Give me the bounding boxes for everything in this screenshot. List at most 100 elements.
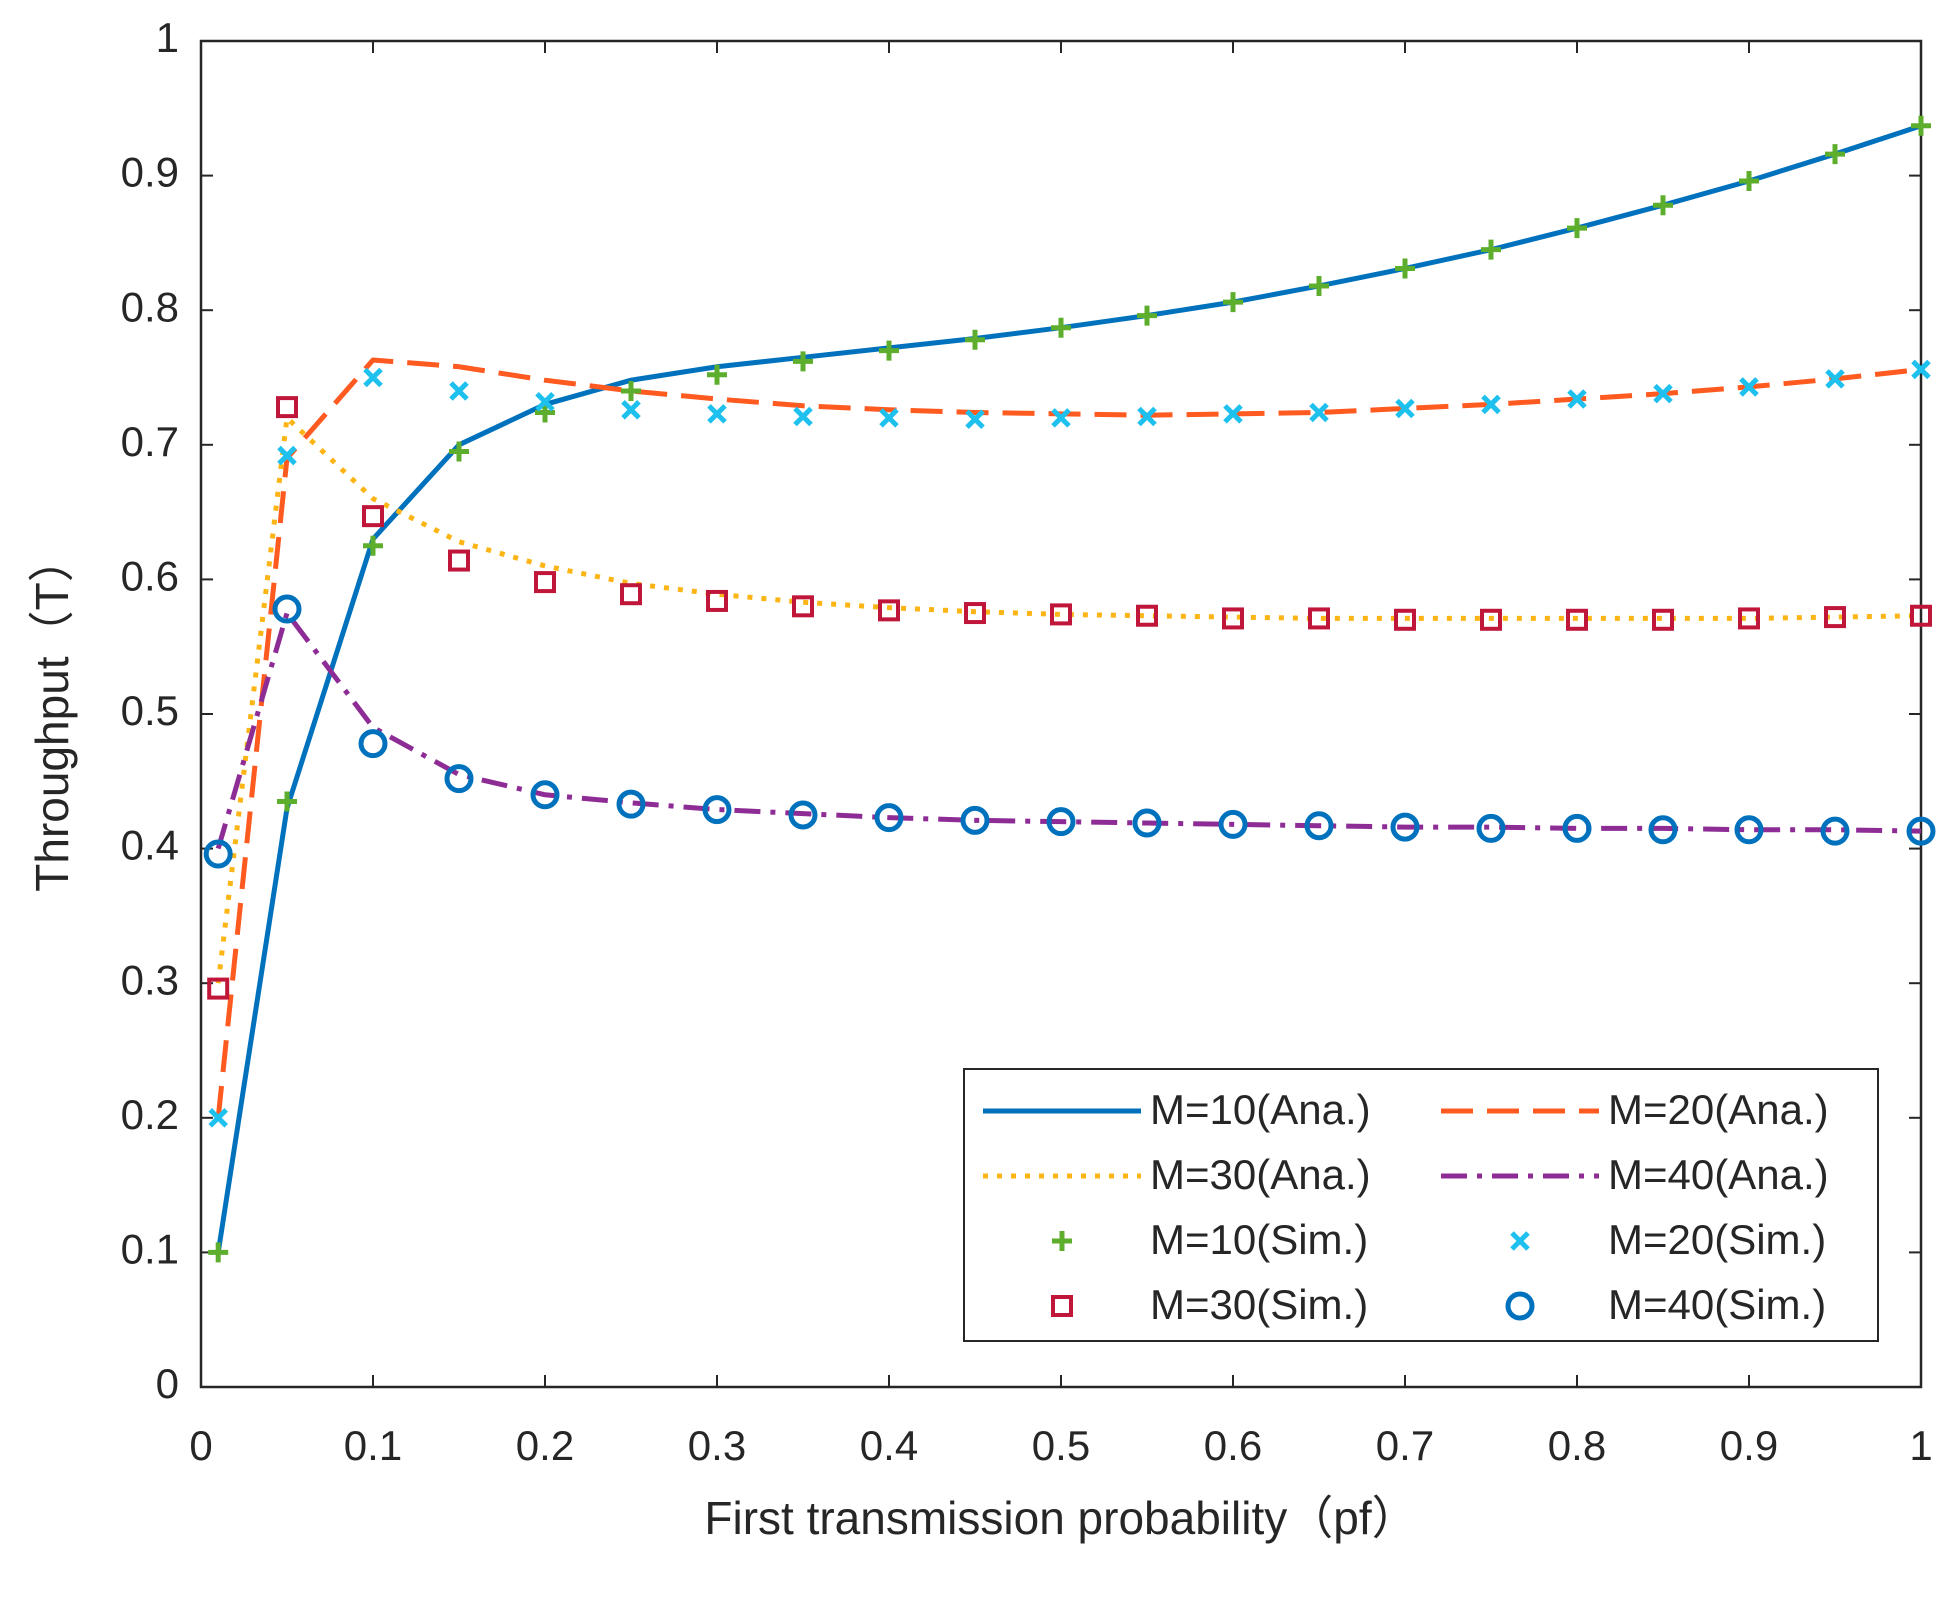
- series-marker: [362, 505, 384, 528]
- series-marker: [207, 977, 230, 1000]
- series-marker: [1824, 606, 1846, 629]
- y-tick-label: 0.2: [121, 1091, 179, 1138]
- series-marker: [1394, 608, 1416, 631]
- series-marker: [1223, 404, 1243, 424]
- series-marker: [535, 391, 555, 412]
- series-marker: [616, 789, 646, 819]
- series-marker: [793, 351, 813, 372]
- series-marker: [1648, 815, 1678, 845]
- series-marker: [702, 795, 732, 825]
- x-tick-label: 0.6: [1204, 1422, 1262, 1469]
- series-marker: [1739, 170, 1759, 191]
- series-marker: [1390, 812, 1420, 842]
- series-marker: [1222, 607, 1244, 630]
- legend-label: M=20(Ana.): [1608, 1086, 1829, 1133]
- series-marker: [208, 1108, 228, 1128]
- series-marker: [449, 441, 469, 462]
- y-tick-label: 0.1: [121, 1225, 179, 1272]
- series-marker: [1476, 813, 1506, 843]
- series-marker: [358, 729, 388, 759]
- series-marker: [1137, 305, 1157, 326]
- legend-marker: [1051, 1295, 1073, 1317]
- legend-label: M=10(Ana.): [1150, 1086, 1371, 1133]
- series-marker: [1308, 607, 1330, 630]
- series-marker: [534, 571, 556, 594]
- series-marker: [1906, 816, 1936, 846]
- series-marker: [1046, 807, 1076, 837]
- series-marker: [1910, 604, 1932, 627]
- series-marker: [535, 402, 555, 423]
- x-tick-label: 0: [189, 1422, 212, 1469]
- series-marker: [621, 380, 641, 401]
- legend-label: M=20(Sim.): [1608, 1216, 1826, 1263]
- series-marker: [1304, 811, 1334, 841]
- legend-label: M=10(Sim.): [1150, 1216, 1368, 1263]
- y-tick-label: 0.4: [121, 822, 179, 869]
- series-marker: [792, 595, 814, 618]
- legend-label: M=30(Ana.): [1150, 1151, 1371, 1198]
- series-marker: [1566, 608, 1588, 631]
- legend-label: M=40(Sim.): [1608, 1281, 1826, 1328]
- series-marker: [1309, 402, 1329, 423]
- legend-label: M=40(Ana.): [1608, 1151, 1829, 1198]
- series-marker: [1739, 377, 1759, 397]
- series-marker: [277, 791, 297, 812]
- series-marker: [788, 800, 818, 830]
- x-tick-label: 0.4: [860, 1422, 918, 1469]
- x-tick-label: 0.1: [344, 1422, 402, 1469]
- series-marker: [874, 803, 904, 833]
- y-axis-label: Throughput（T）: [26, 536, 78, 891]
- series-marker: [706, 589, 728, 612]
- series-marker: [1395, 398, 1415, 419]
- series-marker: [1481, 239, 1501, 260]
- y-tick-label: 1: [156, 14, 179, 61]
- series-marker: [1734, 815, 1764, 845]
- plot-frame: [199, 39, 1923, 1389]
- x-tick-label: 0.5: [1032, 1422, 1090, 1469]
- legend-box: [963, 1068, 1879, 1342]
- series-marker: [707, 404, 727, 424]
- legend-marker: [1052, 1231, 1072, 1251]
- series-marker: [965, 409, 985, 429]
- x-tick-label: 0.2: [516, 1422, 574, 1469]
- series-marker: [208, 1242, 229, 1263]
- series-line: [215, 415, 1922, 984]
- y-tick-label: 0: [156, 1360, 179, 1407]
- legend-marker: [1510, 1231, 1530, 1251]
- series-marker: [530, 780, 560, 810]
- series-marker: [1653, 383, 1673, 404]
- series-line: [215, 357, 1922, 1119]
- y-tick-label: 0.3: [121, 956, 179, 1003]
- x-tick-label: 0.9: [1720, 1422, 1778, 1469]
- y-tick-label: 0.5: [121, 687, 179, 734]
- series-marker: [1911, 359, 1931, 380]
- series-marker: [1132, 808, 1162, 838]
- x-tick-label: 0.3: [688, 1422, 746, 1469]
- series-marker: [1567, 218, 1587, 239]
- series-marker: [1223, 292, 1243, 313]
- series-marker: [620, 583, 642, 606]
- series-marker: [449, 381, 469, 401]
- y-tick-label: 0.7: [121, 418, 179, 465]
- legend-label: M=30(Sim.): [1150, 1281, 1368, 1328]
- series-marker: [964, 602, 986, 625]
- series-marker: [363, 535, 383, 556]
- series-marker: [1825, 369, 1845, 389]
- series-marker: [277, 445, 297, 466]
- series-marker: [1395, 258, 1415, 279]
- series-marker: [1825, 144, 1845, 165]
- x-tick-label: 0.7: [1376, 1422, 1434, 1469]
- series-marker: [1481, 394, 1501, 415]
- series-marker: [1050, 603, 1072, 626]
- series-marker: [1652, 608, 1674, 631]
- series-marker: [1137, 406, 1157, 427]
- series-marker: [203, 839, 233, 869]
- series-marker: [1911, 115, 1931, 136]
- series-marker: [276, 396, 298, 419]
- series-marker: [621, 400, 641, 420]
- x-axis-label: First transmission probability（pf）: [704, 1492, 1417, 1544]
- series-marker: [1136, 604, 1158, 627]
- series-marker: [363, 367, 383, 388]
- series-marker: [448, 549, 470, 572]
